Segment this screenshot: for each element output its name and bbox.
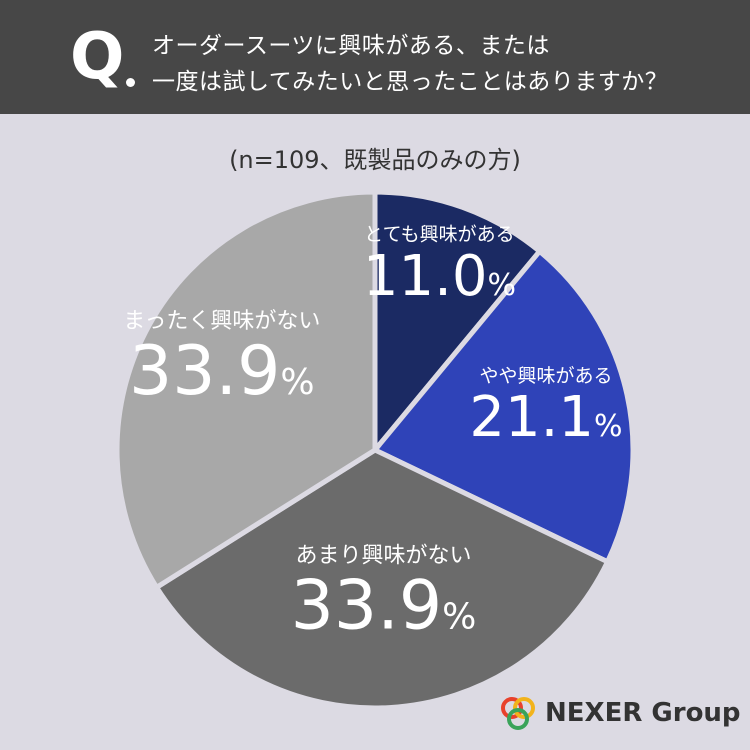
question-line-1: オーダースーツに興味がある、または (152, 33, 550, 59)
logo-ring-green (507, 708, 529, 730)
pie-slice-not-interested-at-all (114, 189, 378, 590)
slice-value-not-very-interested: 33.9% (291, 566, 477, 645)
pie-slice-somewhat-interested (372, 248, 636, 565)
slice-label-very-interested: とても興味がある (364, 223, 514, 245)
logo-text: NEXER Group (545, 698, 741, 728)
question-line-2: 一度は試してみたいと思ったことはありますか？ (152, 69, 669, 95)
slice-label-not-very-interested: あまり興味がない (295, 543, 471, 568)
q-dot (126, 78, 135, 87)
q-mark: Q (70, 20, 125, 94)
slice-value-very-interested: 11.0% (363, 244, 516, 309)
slice-value-somewhat-interested: 21.1% (469, 385, 622, 450)
logo-ring-red (501, 697, 523, 719)
slice-label-somewhat-interested: やや興味がある (479, 365, 612, 387)
logo-ring-yellow (513, 697, 535, 719)
slice-label-not-interested-at-all: まったく興味がない (123, 309, 320, 334)
slice-value-not-interested-at-all: 33.9% (129, 332, 315, 411)
sample-size-subtitle: (n=109、既製品のみの方) (229, 146, 521, 174)
pie-slice-very-interested (372, 189, 543, 453)
question-header: Q オーダースーツに興味がある、または 一度は試してみたいと思ったことはあります… (0, 0, 750, 114)
nexer-logo-icon (501, 697, 535, 730)
pie-slice-not-very-interested (154, 447, 611, 711)
